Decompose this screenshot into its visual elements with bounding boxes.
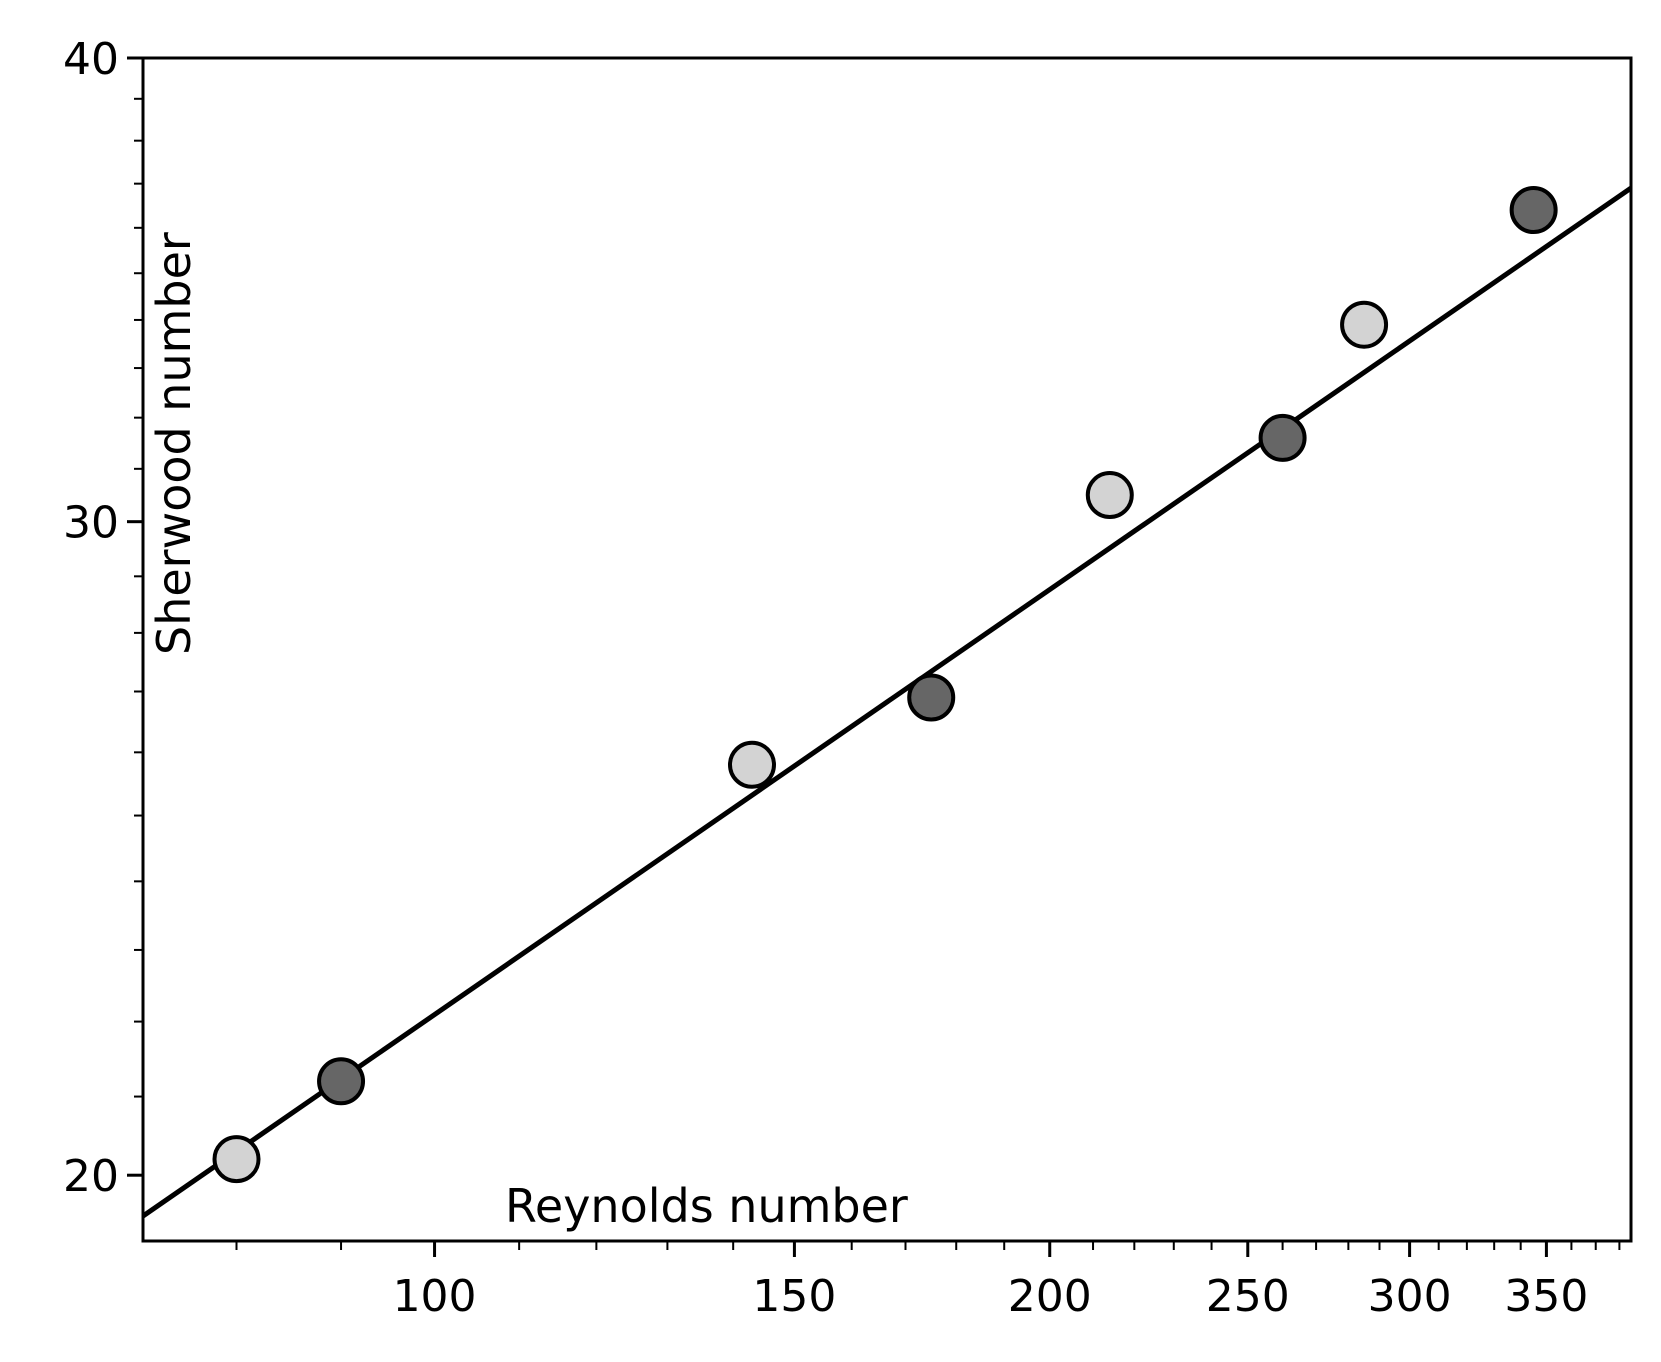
data-point: [1509, 186, 1558, 235]
x-tick-label: 300: [1368, 1271, 1452, 1322]
data-point: [317, 1057, 366, 1106]
data-point: [1258, 413, 1307, 462]
plot-frame: [141, 56, 1633, 1243]
x-tick-label: 250: [1206, 1271, 1290, 1322]
fit-line-group: [141, 185, 1633, 1219]
fit-line: [141, 185, 1633, 1219]
data-point: [212, 1135, 261, 1184]
y-tick-label: 30: [63, 498, 119, 549]
data-point: [907, 673, 956, 722]
data-points: [212, 186, 1558, 1184]
y-axis-label: Sherwood number: [147, 232, 201, 655]
x-axis-label: Reynolds number: [505, 1179, 908, 1233]
x-tick-label: 350: [1504, 1271, 1588, 1322]
y-tick-label: 40: [63, 34, 119, 85]
x-tick-label: 100: [393, 1271, 477, 1322]
data-point: [1085, 471, 1134, 520]
x-tick-label: 150: [752, 1271, 836, 1322]
tick-labels: 100 150 200 250 300 350 20 30 40: [63, 34, 1588, 1322]
data-point: [727, 740, 776, 789]
y-tick-label: 20: [63, 1151, 119, 1202]
data-point: [1340, 300, 1389, 349]
x-tick-label: 200: [1008, 1271, 1092, 1322]
